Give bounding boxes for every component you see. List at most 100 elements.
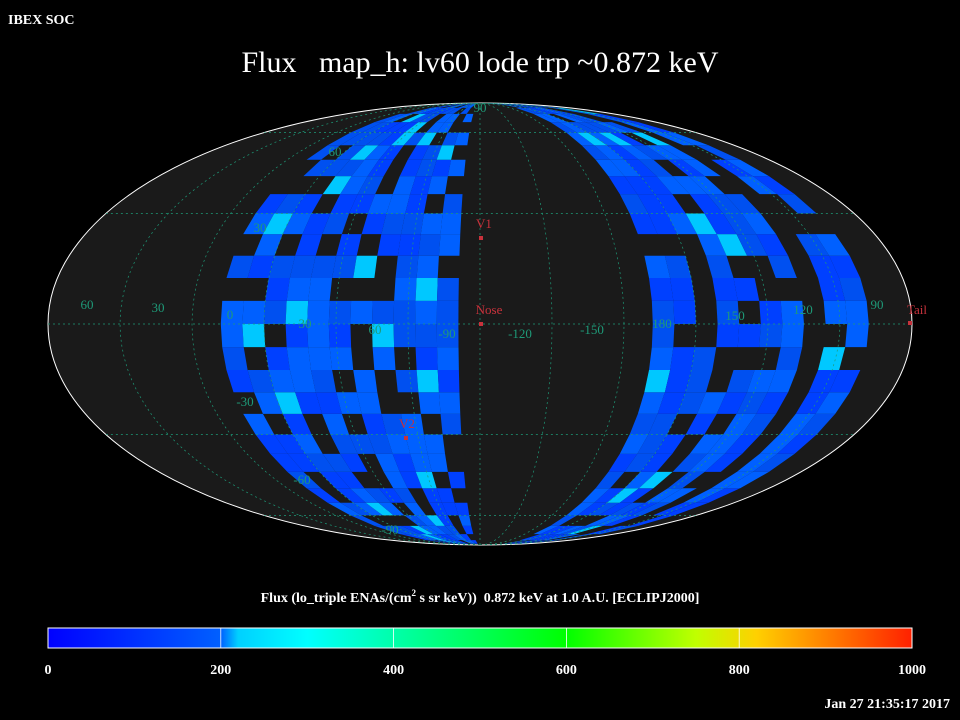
flux-cell [737,324,761,348]
source: IBEX SOC [8,13,75,28]
flux-cell [823,300,848,324]
flux-cell [685,413,717,435]
flux-cell [581,488,611,503]
flux-cell [736,176,778,195]
flux-cell [602,515,642,526]
grid-label: -90 [381,522,398,537]
flux-cell [704,213,737,235]
flux-cell [441,502,459,516]
flux-cell [416,132,437,146]
flux-cell [724,194,761,214]
flux-cell [638,159,673,177]
flux-cell [439,534,458,541]
flux-cell [365,502,394,516]
flux-cell [378,488,404,503]
flux-cell [458,515,472,526]
flux-cell [399,471,423,489]
flux-cell [577,132,607,146]
flux-cell [593,113,639,123]
flux-cell [566,132,595,146]
flux-cell [436,525,454,535]
flux-cell [725,159,769,177]
flux-cell [264,300,287,324]
flux-cell [533,534,567,541]
flux-cell [330,194,358,214]
flux-cell [657,392,686,414]
flux-cell [670,347,695,370]
flux-cell [516,104,557,108]
flux-cell [471,540,478,544]
flux-cell [328,324,352,348]
flux-cell [436,122,454,133]
grid-label: 60 [369,322,382,337]
flux-cell [632,145,668,160]
flux-cell [372,122,401,133]
flux-cell [335,488,366,503]
flux-cell [365,132,394,146]
flux-cell [420,213,443,235]
flux-cell [652,502,696,516]
flux-cell [798,413,836,435]
flux-cell [533,107,567,114]
flux-cell [780,300,804,324]
flux-cell [419,107,445,114]
flux-cell [392,525,420,535]
grid-label: 30 [299,316,312,331]
flux-cell [640,176,673,195]
flux-cell [515,107,541,114]
flux-cell [553,113,586,123]
flux-cell [315,392,342,414]
grid-label: 30 [152,300,165,315]
flux-cell [265,347,290,370]
flux-cell [697,392,727,414]
flux-cell [286,278,311,301]
flux-cell [418,113,440,123]
flux-cell [726,369,755,393]
grid-label: -120 [508,326,532,341]
flux-cell [262,213,293,235]
flux-cell [340,176,368,195]
flux-cell [631,502,671,516]
grid-label: -60 [293,472,310,487]
flux-cell [426,122,445,133]
flux-cell [752,453,795,472]
flux-cell [446,534,463,541]
flux-cell [378,145,404,160]
flux-cell [759,300,783,324]
flux-cell [418,234,441,256]
flux-cell [695,488,741,503]
map-labels: 90 60 30 -30 -60 -90 60 30 0 30 60 -90 -120 -150 180 15… [81,100,928,537]
flux-cell [707,434,742,454]
flux-cell [226,255,255,279]
flux-cell [378,132,405,146]
flux-cell [818,347,846,370]
flux-cell [588,132,620,146]
flux-cell [648,413,678,435]
flux-cell [340,502,372,516]
flux-cell [631,132,671,146]
flux-cell [372,300,395,324]
flux-cell [403,502,426,516]
flux-cell [427,176,448,195]
flux-cell [292,194,323,214]
flux-cell [435,104,460,108]
flux-cell [672,453,708,472]
flux-cell [422,488,442,503]
flux-cell [353,255,378,279]
flux-cell [672,176,708,195]
flux-cell [551,107,594,114]
flux-cell [645,488,683,503]
flux-cell [707,194,742,214]
flux-cell [413,534,440,541]
flux-cell [747,369,776,393]
flux-cell [466,540,476,544]
flux-cell [585,122,621,133]
flux-cell [595,471,625,489]
flux-cell [247,369,275,393]
flux-cell [818,278,846,301]
flux-cell [712,278,738,301]
flux-cell [644,369,671,393]
flux-cell [540,525,568,535]
flux-cell [367,159,394,177]
flux-cell [529,107,561,114]
